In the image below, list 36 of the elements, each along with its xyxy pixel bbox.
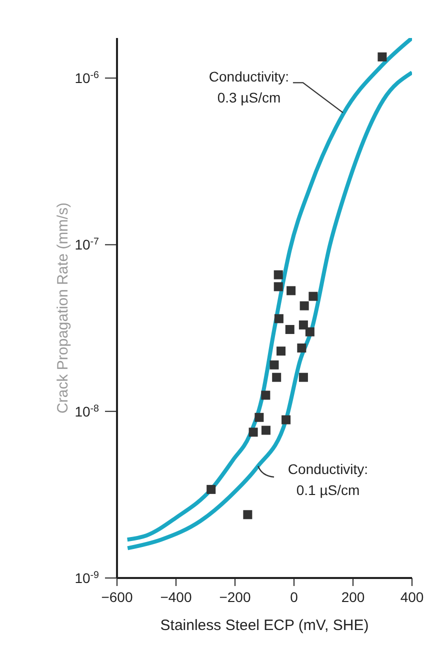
y-tick-label: 10$^{-6}$ [74,70,100,86]
x-tick-label: 0 [290,589,298,605]
point [298,320,308,330]
annotation: Conductivity: 0.1 µS/cm [288,461,368,498]
annotation: Conductivity: 0.3 µS/cm [208,68,290,106]
point [254,412,264,422]
point [272,372,282,382]
x-tick-label: 200 [341,589,365,605]
point [378,52,387,62]
point [308,292,318,301]
point [206,484,216,494]
x-axis-title: Stainless Steel ECP (mV, SHE) [160,617,369,634]
x-tick-label: 400 [400,589,424,605]
point [243,510,252,520]
point [276,346,286,356]
point [274,270,283,280]
point [270,360,279,370]
point [282,415,291,424]
point [274,282,283,292]
x-tick-label: −400 [160,589,192,605]
point [286,286,296,296]
point [261,426,270,435]
point [261,390,270,400]
x-tick-label: −600 [101,589,133,605]
y-tick-label: 10$^{-8}$ [74,402,100,420]
x-tick-label: −200 [219,589,251,605]
point [300,301,309,310]
point [248,428,258,437]
y-tick-label: 10$^{-9}$ [74,570,99,586]
point [298,372,308,382]
point [297,344,306,353]
y-tick-label: 10$^{-7}$ [74,236,99,253]
y-axis-title: Crack Propagation Rate (mm/s) [54,202,72,414]
point [305,327,314,336]
point [285,324,294,334]
point [274,314,284,324]
